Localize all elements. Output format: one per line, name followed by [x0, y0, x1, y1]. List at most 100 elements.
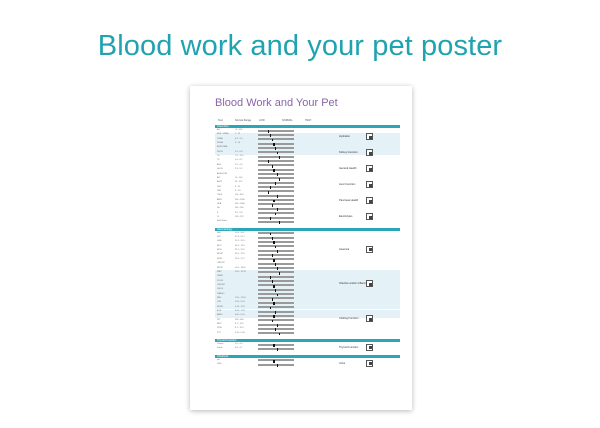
- row-label: %NEU: [217, 275, 224, 278]
- table-row: GGT 0 - 11: [215, 186, 400, 190]
- table-row: GLOB 2.3 - 5.2: [215, 168, 400, 172]
- table-row: ALKP 23 - 212: [215, 181, 400, 185]
- kidney-icon: [366, 149, 373, 157]
- clotting-icon: [366, 315, 373, 323]
- row-label: CHOL: [217, 194, 223, 197]
- row-range: 1.0 - 4.0: [235, 343, 243, 346]
- function-label: Clotting Function: [339, 317, 359, 321]
- row-label: AMYL: [217, 198, 223, 201]
- row-range: 10.0 - 110.0: [235, 266, 246, 269]
- table-row: Na 144 - 160: [215, 207, 400, 211]
- row-label: HCT: [217, 236, 222, 239]
- row-range-bar: [258, 262, 294, 266]
- row-range-bar: [258, 258, 294, 262]
- table-row: K 3.5 - 5.8: [215, 211, 400, 216]
- row-marker: [277, 364, 279, 367]
- row-marker: [275, 182, 277, 185]
- function-label: Urine: [339, 361, 346, 365]
- table-row: Na/K Ratio: [215, 220, 400, 225]
- row-marker: [277, 151, 279, 155]
- row-range: 200 - 1800: [235, 202, 245, 205]
- table-row: HCT 37.3 - 61.7: [215, 236, 400, 240]
- row-label: Na: [217, 207, 220, 210]
- row-marker: [271, 138, 273, 142]
- row-range: 2.5 - 4.4: [235, 163, 243, 166]
- row-range: 13.6 - 21.7: [235, 257, 245, 260]
- table-row: Ca 7.9 - 12.0: [215, 155, 400, 159]
- section-header: Haematology: [215, 227, 400, 231]
- row-label: %LYM: [217, 279, 223, 282]
- row-range-bar: [258, 220, 294, 225]
- row-label: %MONO: [217, 283, 225, 286]
- row-marker: [273, 142, 275, 146]
- row-band: [215, 305, 400, 310]
- row-range-bar: [258, 240, 294, 245]
- table-row: PDW 9.1 - 19.4: [215, 327, 400, 332]
- row-marker: [277, 250, 279, 253]
- function-label: Electrolytes: [339, 215, 353, 219]
- section-header: Urinalysis: [215, 354, 400, 358]
- function-label: Kidney Function: [339, 151, 358, 155]
- urine-icon: [366, 359, 373, 367]
- table-row: %NEU: [215, 275, 400, 279]
- column-header-normal: NORMAL: [282, 119, 293, 122]
- row-range-bar: [258, 306, 294, 310]
- row-range-bar: [258, 159, 294, 164]
- row-band: [215, 292, 400, 297]
- poster-thumbnail[interactable]: Blood Work and Your Pet Test Normal Rang…: [190, 86, 412, 410]
- row-range: 23 - 212: [235, 181, 243, 184]
- row-range: 37.3 - 61.7: [235, 236, 245, 239]
- row-range-bar: [258, 232, 294, 236]
- row-band: [215, 132, 400, 138]
- table-row: CREA 0.3 - 1.4: [215, 138, 400, 142]
- row-range-bar: [258, 253, 294, 258]
- row-marker: [269, 276, 272, 279]
- row-range: 10 - 100: [235, 176, 243, 179]
- row-label: SDMA: [217, 142, 223, 145]
- row-label: MCHC: [217, 253, 223, 256]
- row-range: 61.6 - 73.5: [235, 244, 245, 247]
- row-marker: [278, 177, 281, 181]
- row-range: 0.06 - 1.23: [235, 310, 245, 312]
- pancreas-icon: [366, 197, 373, 205]
- row-marker: [275, 310, 277, 314]
- row-range: 109 - 122: [235, 216, 244, 218]
- row-band: [215, 300, 400, 306]
- row-band: [215, 274, 400, 280]
- row-range-bar: [258, 284, 294, 288]
- row-label: RDW: [217, 257, 222, 260]
- table-row: LYM 1.05 - 5.10: [215, 301, 400, 305]
- table-row: USG: [215, 363, 400, 367]
- row-range-bar: [258, 359, 294, 363]
- row-range-bar: [258, 288, 294, 292]
- infection-icon: [366, 280, 373, 288]
- row-range-bar: [258, 194, 294, 198]
- table-row: LIPA 200 - 1800: [215, 202, 400, 207]
- row-range: 2.95 - 11.64: [235, 296, 246, 299]
- table-row: TP 5.4 - 8.2: [215, 159, 400, 164]
- row-band: [215, 145, 400, 151]
- row-label: TP: [217, 159, 220, 162]
- row-marker: [277, 348, 279, 352]
- row-marker: [271, 254, 273, 258]
- table-row: %EOS: [215, 288, 400, 292]
- table-row: Cl 109 - 122: [215, 216, 400, 220]
- row-range-bar: [258, 280, 294, 284]
- row-label: pH: [217, 358, 220, 361]
- table-row: pH: [215, 358, 400, 363]
- drop-icon: [366, 133, 373, 141]
- row-range: 0 - 14: [235, 142, 241, 145]
- row-label: NEU: [217, 296, 222, 299]
- row-label: USG: [217, 363, 222, 366]
- row-range: 3.5 - 5.8: [235, 211, 243, 214]
- row-label: GLOB: [217, 168, 223, 171]
- row-range: 8.7 - 13.2: [235, 323, 244, 326]
- row-range-bar: [258, 301, 294, 305]
- function-label: Thyroid Function: [339, 345, 359, 349]
- row-marker: [269, 216, 272, 220]
- row-marker: [275, 212, 277, 216]
- table-row: %MONO: [215, 283, 400, 288]
- row-marker: [275, 147, 277, 151]
- row-range-bar: [258, 314, 294, 319]
- table-row: MCHC 32.0 - 37.9: [215, 253, 400, 258]
